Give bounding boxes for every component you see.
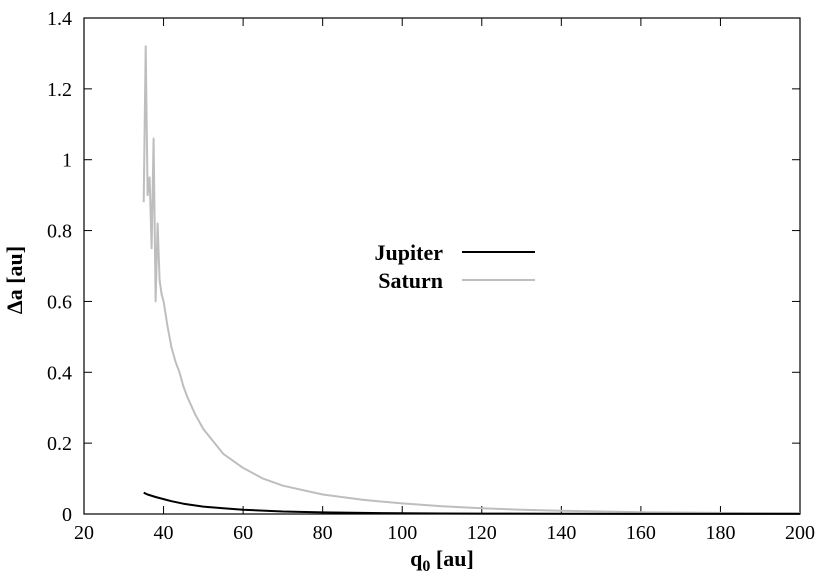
x-axis-label-unit: [au] bbox=[430, 546, 473, 571]
x-tick-label: 60 bbox=[233, 522, 253, 544]
y-tick-label: 1.4 bbox=[47, 8, 72, 30]
series-line-jupiter bbox=[143, 491, 800, 515]
x-tick-label: 140 bbox=[546, 522, 576, 544]
legend: Jupiter Saturn bbox=[375, 240, 535, 293]
y-tick-label: 0.4 bbox=[47, 362, 72, 384]
x-axis-label-symbol: q bbox=[410, 546, 423, 571]
y-tick-label: 0.6 bbox=[47, 291, 72, 313]
plot-frame bbox=[83, 17, 801, 515]
x-tick-label: 40 bbox=[154, 522, 174, 544]
x-tick-label: 20 bbox=[74, 522, 94, 544]
series-line-saturn bbox=[142, 45, 801, 515]
x-tick-label: 160 bbox=[626, 522, 656, 544]
y-tick-label: 1 bbox=[62, 150, 72, 172]
x-tick-label: 80 bbox=[313, 522, 333, 544]
x-tick-label: 180 bbox=[705, 522, 735, 544]
x-tick-label: 100 bbox=[387, 522, 417, 544]
y-tick-label: 1.2 bbox=[47, 79, 72, 101]
ticks: 20 40 60 80 100 120 140 160 180 200 0 0.2 0.4 0.6 0.8 1… bbox=[47, 8, 815, 544]
x-axis-label: q0 [au] bbox=[410, 546, 474, 575]
y-tick-label: 0 bbox=[62, 504, 72, 526]
x-tick-label: 200 bbox=[785, 522, 815, 544]
x-axis-label-subscript: 0 bbox=[422, 558, 430, 575]
series-group bbox=[142, 45, 801, 515]
x-tick-label: 120 bbox=[467, 522, 497, 544]
y-tick-label: 0.8 bbox=[47, 221, 72, 243]
legend-label-saturn: Saturn bbox=[378, 268, 443, 293]
y-tick-label: 0.2 bbox=[47, 433, 72, 455]
legend-label-jupiter: Jupiter bbox=[375, 240, 444, 265]
y-axis-label: Δa [au] bbox=[2, 246, 27, 314]
